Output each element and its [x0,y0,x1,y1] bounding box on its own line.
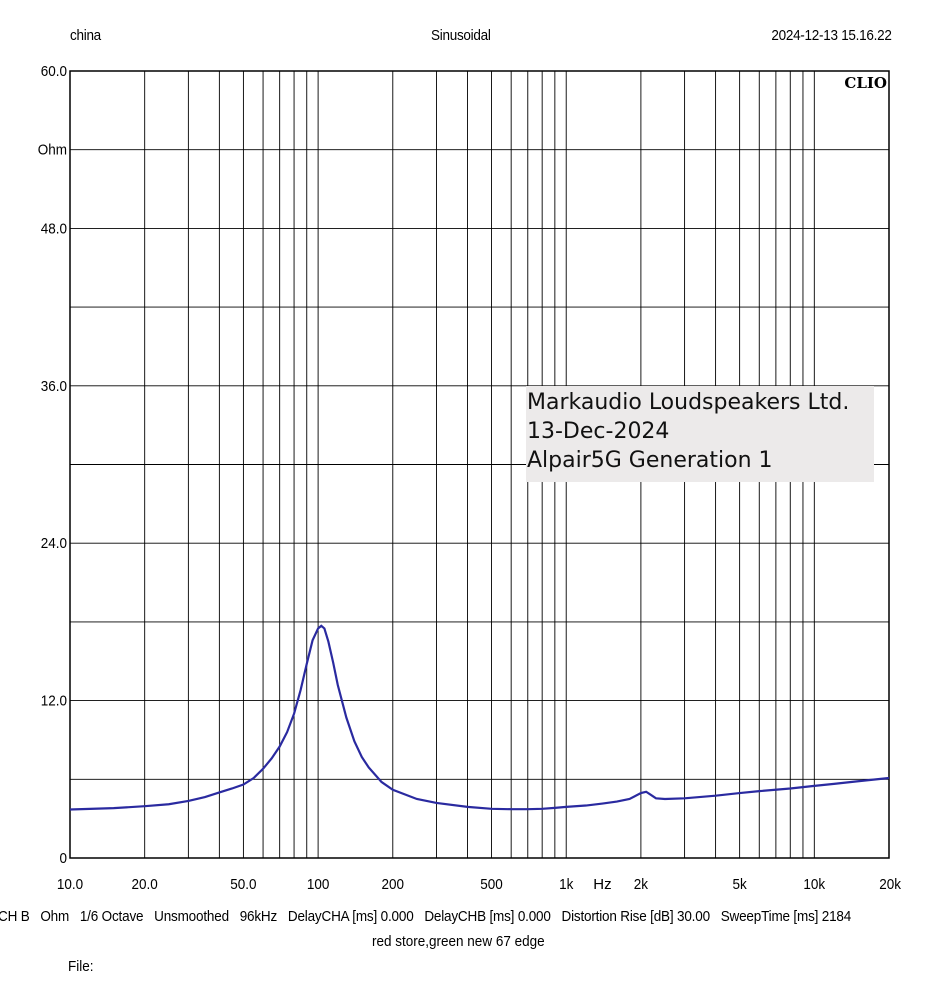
setting-item: DelayCHA [ms] 0.000 [287,908,414,925]
setting-item: Unsmoothed [154,908,229,925]
x-axis-unit-label: Hz [593,876,611,893]
annotation-company: Markaudio Loudspeakers Ltd. [527,390,850,415]
y-tick-label: 24.0 [41,536,67,553]
clio-logo: CLIO [844,74,887,92]
y-tick-label: 36.0 [41,378,67,395]
x-tick-label: 10.0 [57,876,83,893]
x-tick-label: 2k [634,876,649,893]
impedance-chart: 0 12.0 24.0 36.0 48.0 60.0 Ohm 10.0 20.0 50.0 100… [38,63,902,893]
setting-item: DelayCHB [ms] 0.000 [424,908,551,925]
x-tick-label: 500 [480,876,503,893]
header-measurement-type: Sinusoidal [431,27,491,44]
annotation-date: 13-Dec-2024 [527,419,670,444]
x-tick-label: 5k [733,876,748,893]
y-axis-unit-label: Ohm [38,142,67,159]
plot-frame [69,70,890,859]
y-tick-label: 60.0 [41,63,67,80]
setting-item: 1/6 Octave [79,908,144,925]
x-tick-label: 20k [879,876,902,893]
measurement-settings: CH B Ohm 1/6 Octave Unsmoothed 96kHz DelayCHA… [0,908,851,925]
y-tick-label: 0 [59,850,67,867]
y-axis-ticks: 0 12.0 24.0 36.0 48.0 60.0 Ohm [38,63,67,867]
x-tick-label: 50.0 [230,876,256,893]
setting-item: SweepTime [ms] 2184 [720,908,852,925]
header-left-label: china [70,27,101,44]
x-tick-label: 200 [382,876,405,893]
x-axis-ticks: 10.0 20.0 50.0 100 200 500 1k 2k 5k 10k 20k Hz [57,876,902,893]
x-tick-label: 10k [803,876,826,893]
setting-item: CH B [0,908,30,925]
setting-item: Ohm [40,908,70,925]
impedance-curve [69,624,890,811]
file-label: File: [68,958,94,975]
x-tick-label: 20.0 [132,876,158,893]
annotation-box: Markaudio Loudspeakers Ltd. 13-Dec-2024 … [526,386,874,482]
annotation-model: Alpair5G Generation 1 [527,448,773,473]
y-tick-label: 12.0 [41,693,67,710]
y-tick-label: 48.0 [41,221,67,238]
x-tick-label: 1k [559,876,574,893]
header-timestamp: 2024-12-13 15.16.22 [771,27,893,44]
x-tick-label: 100 [307,876,330,893]
setting-item: 96kHz [239,908,278,925]
measurement-note: red store,green new 67 edge [372,933,545,950]
setting-item: Distortion Rise [dB] 30.00 [561,908,710,925]
